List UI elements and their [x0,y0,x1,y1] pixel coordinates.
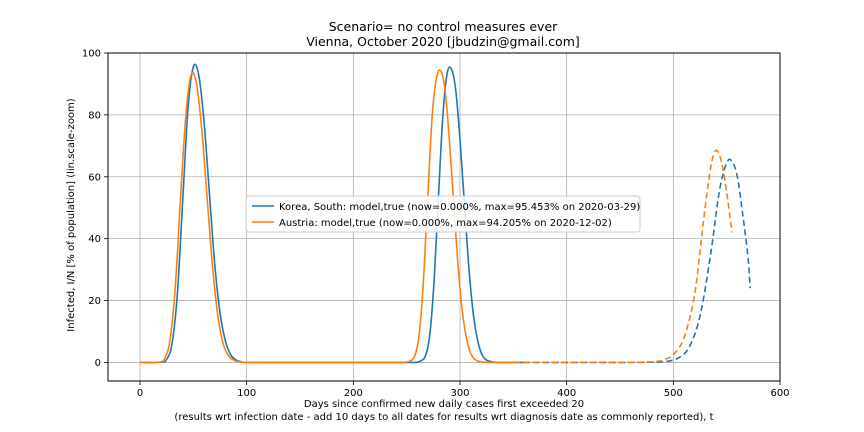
y-tick-label: 40 [88,234,101,245]
x-tick-label: 0 [137,388,143,399]
x-tick-label: 300 [450,388,469,399]
chart-subtitle: Vienna, October 2020 [jbudzin@gmail.com] [306,34,580,49]
x-tick-label: 400 [557,388,576,399]
x-tick-label: 100 [237,388,256,399]
legend-label-korea: Korea, South: model,true (now=0.000%, ma… [279,202,640,213]
x-axis-label: Days since confirmed new daily cases fir… [304,399,584,410]
y-tick-label: 0 [95,358,101,369]
legend: Korea, South: model,true (now=0.000%, ma… [245,195,641,233]
series-line-korea-projection [524,158,751,364]
legend-label-austria: Austria: model,true (now=0.000%, max=94.… [279,218,612,229]
y-tick-label: 60 [88,172,101,183]
y-tick-label: 20 [88,296,101,307]
series-line-austria-projection [513,149,733,364]
x-axis-ticks: 0 100 200 300 400 500 600 [137,381,790,399]
plot-frame [107,52,781,382]
legend-frame [245,195,641,233]
x-tick-label: 200 [344,388,363,399]
chart-title: Scenario= no control measures ever [329,19,558,34]
x-axis-label-note: (results wrt infection date - add 10 day… [174,412,713,423]
y-axis-label: Infected, I/N [% of population] (lin.sca… [66,98,77,331]
y-tick-label: 80 [88,110,101,121]
y-axis-ticks: 0 20 40 60 80 100 [82,49,108,369]
x-tick-label: 500 [664,388,683,399]
y-tick-label: 100 [82,49,101,60]
series-line-austria-model [139,69,514,364]
x-tick-label: 600 [770,388,789,399]
series-lines [139,63,751,364]
